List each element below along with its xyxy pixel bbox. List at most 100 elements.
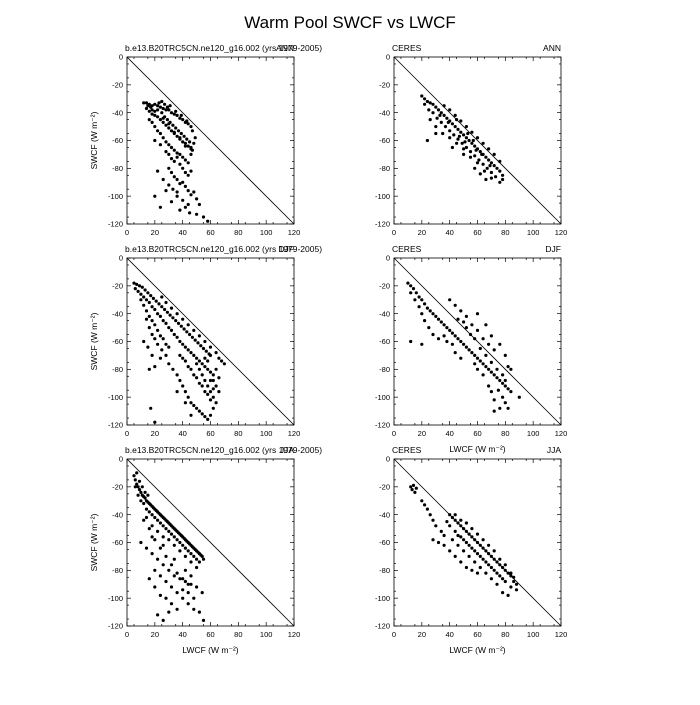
data-point bbox=[147, 326, 151, 330]
data-point bbox=[149, 406, 153, 410]
data-point bbox=[214, 351, 218, 355]
data-point bbox=[150, 108, 154, 112]
data-point bbox=[153, 307, 157, 312]
data-point bbox=[167, 568, 171, 572]
x-tick-label: 60 bbox=[206, 429, 214, 438]
data-point bbox=[175, 194, 179, 198]
data-point bbox=[481, 557, 485, 561]
data-point bbox=[214, 401, 218, 405]
x-tick-label: 0 bbox=[125, 228, 129, 237]
data-point bbox=[473, 549, 477, 553]
data-point bbox=[186, 144, 190, 148]
data-point bbox=[501, 577, 505, 581]
data-point bbox=[456, 127, 460, 131]
x-tick-label: 20 bbox=[151, 630, 159, 639]
data-point bbox=[442, 334, 446, 338]
data-point bbox=[462, 342, 466, 346]
y-tick-label: -80 bbox=[379, 164, 390, 173]
data-point bbox=[179, 113, 183, 117]
scatter-panel-1: 0 20 40 60 80 100 120 0 -20 -40 -60 -80 -100 -120 b.e1… bbox=[89, 43, 322, 237]
data-point bbox=[158, 314, 162, 318]
data-point bbox=[489, 170, 493, 175]
data-point bbox=[186, 582, 190, 586]
y-tick-label: -60 bbox=[112, 337, 123, 346]
x-tick-label: 80 bbox=[234, 429, 242, 438]
data-point bbox=[140, 285, 144, 289]
data-point bbox=[136, 493, 140, 497]
panel-left-label: b.e13.B20TRC5CN.ne120_g16.002 (yrs 1979-… bbox=[125, 244, 322, 254]
data-point bbox=[183, 401, 187, 405]
data-point bbox=[153, 337, 157, 341]
y-tick-label: -80 bbox=[379, 365, 390, 374]
data-point bbox=[161, 177, 165, 182]
data-point bbox=[489, 161, 493, 165]
data-point bbox=[183, 579, 187, 584]
x-tick-label: 120 bbox=[288, 429, 301, 438]
data-point bbox=[189, 351, 193, 355]
reference-line bbox=[126, 56, 295, 225]
y-tick-label: -40 bbox=[112, 510, 123, 519]
data-point bbox=[489, 565, 493, 570]
data-point bbox=[135, 482, 139, 486]
data-point bbox=[459, 518, 463, 522]
data-point bbox=[453, 303, 457, 307]
panel-season-label: ANN bbox=[543, 43, 561, 53]
data-point bbox=[496, 388, 500, 392]
panel-left-label: CERES bbox=[392, 244, 422, 254]
data-point bbox=[417, 295, 421, 299]
data-point bbox=[488, 164, 492, 168]
data-point bbox=[167, 538, 171, 542]
data-point bbox=[156, 115, 160, 119]
data-point bbox=[431, 312, 435, 316]
data-point bbox=[175, 312, 179, 316]
y-tick-label: -40 bbox=[379, 309, 390, 318]
data-point bbox=[498, 378, 502, 383]
data-point bbox=[178, 540, 182, 545]
data-point bbox=[492, 557, 496, 561]
x-tick-label: 60 bbox=[206, 228, 214, 237]
x-tick-label: 0 bbox=[125, 630, 129, 639]
data-point bbox=[183, 170, 187, 175]
data-point bbox=[165, 105, 169, 109]
data-point bbox=[492, 398, 496, 402]
data-point bbox=[448, 129, 452, 133]
data-point bbox=[186, 395, 190, 399]
reference-line bbox=[126, 257, 295, 426]
data-point bbox=[484, 571, 488, 575]
data-point bbox=[169, 145, 174, 150]
data-point bbox=[197, 560, 201, 564]
data-point bbox=[428, 118, 432, 122]
data-point bbox=[172, 130, 176, 134]
data-point bbox=[459, 535, 463, 539]
data-point bbox=[427, 108, 431, 112]
data-point bbox=[172, 175, 176, 179]
data-point bbox=[197, 359, 201, 363]
data-point bbox=[509, 574, 513, 578]
y-tick-label: 0 bbox=[119, 254, 123, 263]
data-point bbox=[150, 353, 154, 357]
data-point bbox=[176, 129, 181, 133]
data-point bbox=[464, 345, 468, 349]
scatter-panel-5: 0 20 40 60 80 100 120 0 -20 -40 -60 -80 -100 -120 b.e1… bbox=[89, 445, 322, 655]
data-point bbox=[188, 332, 192, 337]
data-point bbox=[183, 345, 187, 349]
data-point bbox=[147, 109, 151, 113]
data-point bbox=[473, 144, 477, 148]
data-point bbox=[193, 136, 197, 140]
data-point bbox=[506, 593, 510, 598]
data-point bbox=[208, 398, 213, 402]
data-point bbox=[478, 172, 482, 176]
data-point bbox=[137, 479, 142, 483]
data-point bbox=[467, 348, 471, 352]
data-point bbox=[186, 173, 190, 177]
data-point bbox=[450, 342, 454, 346]
data-point bbox=[175, 190, 179, 194]
data-point bbox=[186, 549, 190, 553]
data-point bbox=[174, 126, 178, 130]
data-point bbox=[203, 339, 207, 344]
data-point bbox=[161, 535, 165, 539]
y-tick-label: -20 bbox=[112, 482, 123, 491]
data-point bbox=[453, 125, 457, 129]
data-point bbox=[201, 557, 206, 561]
data-point bbox=[478, 565, 482, 570]
